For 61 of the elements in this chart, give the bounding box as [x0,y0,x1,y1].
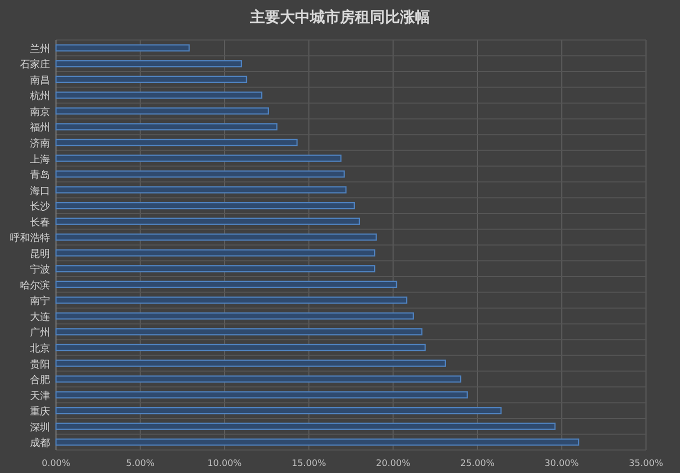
y-tick-label: 昆明 [30,248,50,260]
y-tick-label: 南京 [30,106,50,118]
x-tick-label: 20.00% [376,459,411,469]
y-tick-label: 呼和浩特 [10,232,50,244]
y-tick-label: 海口 [30,184,50,197]
bar [55,422,556,430]
y-tick-label: 南宁 [30,295,50,308]
y-tick-label: 济南 [30,138,50,150]
bar [55,249,376,256]
y-tick-label: 成都 [30,437,50,450]
bar [55,391,468,398]
y-tick-label: 杭州 [29,90,50,102]
bar [55,234,377,241]
bar [55,328,422,336]
y-tick-label: 贵阳 [30,358,50,370]
x-tick-label: 25.00% [460,459,496,469]
y-tick-label: 青岛 [30,169,50,182]
bar [55,92,262,99]
bar [55,186,347,194]
bar [55,107,269,115]
x-tick-label: 30.00% [544,459,580,469]
bar [55,265,376,272]
y-tick-label: 重庆 [30,406,50,418]
bar [55,218,360,225]
y-tick-label: 广州 [30,326,50,339]
y-tick-label: 哈尔滨 [20,279,50,292]
bar [55,154,342,162]
y-tick-label: 大连 [30,310,50,323]
y-tick-label: 上海 [30,153,50,166]
bar [55,296,408,304]
x-tick-label: 15.00% [292,459,326,469]
bar [55,360,446,367]
x-tick-label: 5.00% [126,459,156,469]
bar [55,76,248,84]
x-tick-label: 0.00% [42,459,71,469]
bar [55,344,426,352]
bar [55,312,414,320]
bar [55,170,345,178]
y-tick-label: 南昌 [30,74,50,86]
y-tick-label: 合肥 [30,374,50,386]
y-tick-label: 福州 [30,122,50,134]
y-tick-label: 北京 [30,342,50,354]
bar [55,438,580,446]
y-tick-label: 深圳 [30,421,50,434]
chart-title: 主要大中城市房租同比涨幅 [249,8,430,26]
bar [55,202,355,210]
bar [55,44,190,52]
bar [55,375,462,383]
y-tick-label: 长沙 [30,200,50,213]
x-tick-label: 10.00% [207,459,242,469]
y-tick-label: 天津 [30,390,50,402]
y-tick-label: 石家庄 [20,58,50,71]
x-tick-label: 35.00% [628,459,664,469]
y-tick-label: 兰州 [30,42,50,55]
bar [55,123,278,130]
bar [55,138,298,146]
bar [55,280,398,288]
bar [55,406,502,414]
bar [55,60,242,68]
y-tick-label: 长春 [30,216,50,228]
y-tick-label: 宁波 [30,264,50,276]
